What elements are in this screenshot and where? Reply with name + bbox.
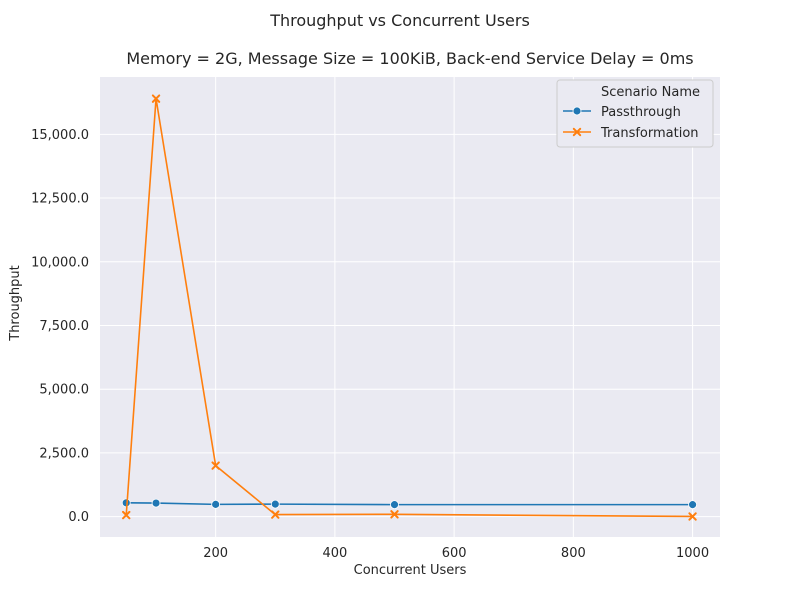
y-tick-label: 5,000.0 (39, 383, 89, 398)
legend-entry-passthrough: Passthrough (563, 105, 681, 120)
legend-label-transformation: Transformation (600, 126, 699, 141)
data-point-passthrough (211, 499, 221, 509)
series-layer (121, 94, 697, 521)
data-point-passthrough (270, 499, 280, 509)
y-tick-label: 2,500.0 (39, 446, 89, 461)
data-point-passthrough (688, 500, 697, 510)
y-tick-label: 12,500.0 (31, 192, 89, 207)
legend: Scenario Name Passthrough Transformation (556, 79, 714, 148)
legend-box (556, 79, 714, 148)
plot-area (100, 77, 720, 537)
data-point-passthrough (151, 498, 161, 508)
x-axis-label: Concurrent Users (354, 563, 467, 578)
y-tick-label: 15,000.0 (31, 128, 89, 143)
data-point-passthrough (390, 500, 399, 510)
x-tick-label: 200 (203, 546, 228, 561)
series-line-passthrough (126, 502, 693, 506)
x-tick-label: 800 (561, 546, 586, 561)
y-tick-label: 7,500.0 (39, 319, 89, 334)
data-point-transformation (390, 510, 399, 519)
legend-marker-transformation (572, 127, 582, 137)
x-tick-label: 600 (442, 546, 467, 561)
legend-entry-transformation: Transformation (563, 126, 699, 141)
ticks-layer: 200 400 600 800 1000 0.0 2,500.0 5,000.0 7,500.0… (31, 128, 709, 561)
data-point-transformation (688, 512, 697, 521)
chart-suptitle: Throughput vs Concurrent Users (269, 11, 530, 30)
legend-entries: Passthrough Transformation (563, 105, 699, 141)
data-point-transformation (122, 510, 131, 520)
legend-marker-passthrough (572, 106, 582, 116)
series-line-transformation (125, 97, 693, 518)
data-point-transformation (211, 461, 220, 470)
x-tick-label: 400 (322, 546, 347, 561)
series-transformation (122, 94, 697, 521)
legend-title: Scenario Name (601, 85, 700, 100)
y-tick-label: 0.0 (68, 510, 89, 525)
y-axis-label: Throughput (8, 265, 23, 342)
data-point-transformation (151, 94, 161, 103)
data-point-transformation (271, 510, 280, 519)
y-tick-label: 10,000.0 (31, 255, 89, 270)
x-tick-label: 1000 (676, 546, 709, 561)
chart-title: Memory = 2G, Message Size = 100KiB, Back… (126, 49, 693, 68)
legend-label-passthrough: Passthrough (601, 105, 681, 120)
